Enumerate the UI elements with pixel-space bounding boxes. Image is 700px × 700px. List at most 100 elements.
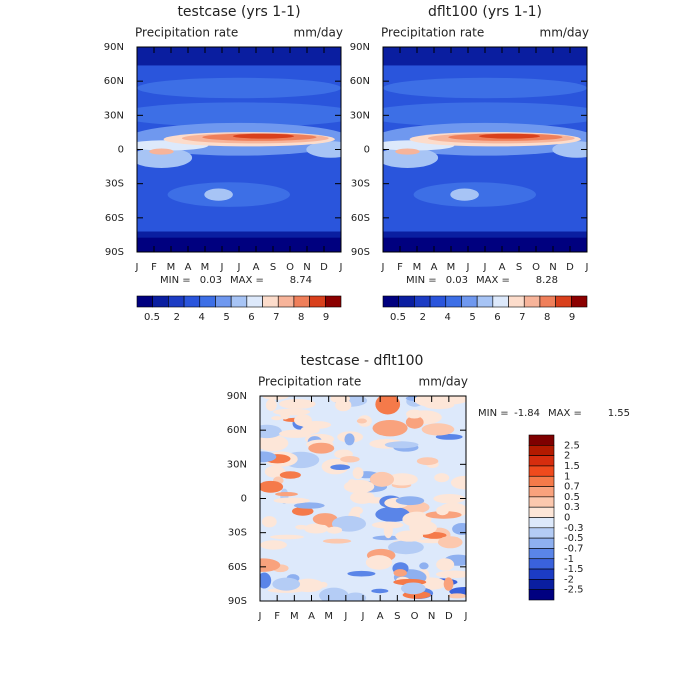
contour-region (443, 577, 454, 591)
contour-region (352, 467, 364, 480)
colorbar-label: 4 (199, 312, 205, 323)
colorbar-box (325, 295, 342, 308)
colorbar-box (528, 558, 555, 570)
contour-region (375, 396, 401, 415)
colorbar-box (528, 486, 555, 498)
colorbar-box (199, 295, 216, 308)
colorbar-box (528, 579, 555, 590)
contour-region (372, 419, 408, 437)
contour-region (260, 480, 284, 493)
contour-region (350, 490, 375, 504)
chart-title: testcase (yrs 1-1) (177, 4, 300, 20)
contour-region (137, 77, 341, 99)
y-tick-label: 60S (228, 562, 247, 573)
colorbar-box (215, 295, 232, 308)
x-tick-label: F (151, 262, 157, 273)
x-tick-label: S (516, 262, 522, 273)
contour-region (137, 102, 341, 127)
contour-region (344, 433, 355, 446)
x-tick-label: O (411, 611, 419, 622)
colorbar-box (293, 295, 310, 308)
contour-region (375, 506, 410, 523)
x-tick-label: J (464, 611, 468, 622)
y-tick-label: 30N (227, 459, 247, 470)
contour-region (293, 502, 325, 509)
colorbar-box (528, 465, 555, 477)
colorbar-box (528, 506, 555, 518)
contour-region (450, 188, 479, 201)
colorbar-label: 8 (298, 312, 304, 323)
colorbar-label: -0.3 (564, 523, 584, 534)
colorbar-box (445, 295, 462, 308)
y-tick-label: 60N (227, 425, 247, 436)
contour-region (369, 471, 395, 487)
x-tick-label: M (447, 262, 456, 273)
contour-region (435, 570, 466, 579)
contour-region (383, 522, 393, 539)
contour-region (292, 578, 324, 593)
contour-region (260, 572, 272, 589)
contour-region (280, 409, 291, 420)
contour-region (295, 524, 308, 530)
contour-region (383, 102, 587, 127)
min-max: MAX = (476, 275, 510, 286)
colorbar-label: -2 (564, 574, 574, 585)
colorbar-box (230, 295, 248, 308)
contour-field (383, 47, 587, 252)
x-tick-label: A (377, 611, 384, 622)
panel: testcase - dflt100 Precipitation rate mm/d… (227, 353, 630, 622)
colorbar-box (262, 295, 279, 308)
contour-region (437, 536, 463, 549)
contour-region (269, 534, 304, 540)
contour-region (291, 506, 314, 516)
contour-region (478, 133, 541, 139)
y-tick-label: 0 (241, 494, 247, 505)
contour-region (232, 133, 295, 139)
x-tick-label: A (185, 262, 192, 273)
contour-region (433, 494, 466, 504)
contour-region (319, 587, 349, 601)
units: mm/day (419, 375, 469, 389)
x-tick-label: A (308, 611, 315, 622)
contour-region (260, 435, 289, 452)
subtitle: Precipitation rate (135, 26, 238, 40)
contour-region (419, 562, 429, 570)
x-tick-label: M (167, 262, 176, 273)
contour-region (273, 408, 311, 416)
contour-region (388, 540, 424, 555)
min-max: 0.03 (446, 275, 468, 286)
contour-region (400, 582, 426, 595)
contour-region (322, 538, 352, 544)
y-tick-label: 60N (350, 76, 370, 87)
colorbar-label: 1.5 (564, 461, 580, 472)
y-tick-label: 0 (364, 145, 370, 156)
colorbar-box (152, 295, 169, 308)
subtitle: Precipitation rate (381, 26, 484, 40)
contour-region (204, 188, 233, 201)
min-max: MIN = (160, 275, 191, 286)
units: mm/day (294, 26, 344, 40)
colorbar-box (246, 295, 263, 308)
contour-region (262, 396, 289, 400)
min-max: MIN = (478, 408, 509, 419)
contour-region (421, 423, 455, 436)
subtitle: Precipitation rate (258, 375, 361, 389)
colorbar-label: 2 (174, 312, 180, 323)
min-max: 0.03 (200, 275, 222, 286)
x-tick-label: D (445, 611, 453, 622)
x-tick-label: N (303, 262, 310, 273)
contour-region (265, 399, 277, 412)
contour-region (406, 409, 423, 419)
contour-region (552, 141, 587, 158)
colorbar-box (429, 295, 447, 308)
y-tick-label: 90N (227, 391, 247, 402)
contour-region (409, 520, 437, 535)
x-tick-label: J (339, 262, 343, 273)
units: mm/day (540, 26, 590, 40)
colorbar-label: -0.5 (564, 533, 584, 544)
x-tick-label: O (532, 262, 540, 273)
colorbar-box (528, 445, 555, 456)
colorbar-label: -0.7 (564, 543, 584, 554)
colorbar-label: 9 (569, 312, 575, 323)
colorbar-label: 0.7 (564, 482, 580, 493)
